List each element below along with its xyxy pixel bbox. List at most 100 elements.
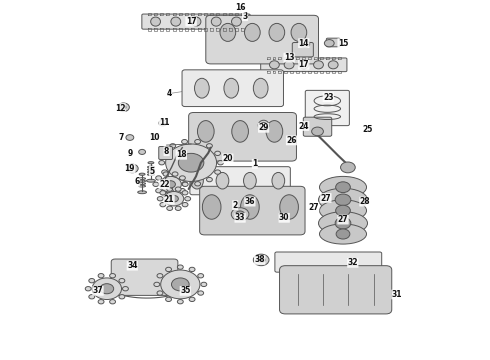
Circle shape [163, 193, 169, 197]
Circle shape [179, 189, 185, 193]
Text: 6: 6 [135, 177, 140, 186]
Circle shape [324, 40, 334, 47]
Ellipse shape [220, 23, 236, 41]
Ellipse shape [216, 172, 229, 189]
Text: 14: 14 [298, 39, 309, 48]
Circle shape [253, 254, 269, 266]
Circle shape [189, 297, 195, 302]
Circle shape [167, 187, 172, 191]
Text: 17: 17 [186, 17, 196, 26]
Ellipse shape [269, 23, 285, 41]
Circle shape [215, 170, 220, 174]
Circle shape [170, 195, 178, 202]
Circle shape [206, 177, 212, 182]
Text: 35: 35 [180, 287, 191, 295]
FancyBboxPatch shape [189, 112, 296, 161]
Circle shape [341, 162, 355, 173]
Circle shape [156, 189, 162, 193]
Ellipse shape [266, 121, 283, 142]
Circle shape [206, 144, 212, 148]
Text: 32: 32 [347, 258, 358, 267]
FancyBboxPatch shape [261, 58, 347, 72]
Circle shape [170, 177, 176, 182]
Circle shape [98, 300, 104, 304]
Text: 10: 10 [149, 133, 160, 142]
Text: 18: 18 [176, 150, 187, 159]
Ellipse shape [171, 17, 181, 26]
Text: 15: 15 [338, 39, 348, 48]
Text: 27: 27 [320, 194, 331, 202]
Circle shape [161, 270, 200, 299]
Ellipse shape [270, 61, 279, 69]
Ellipse shape [147, 179, 155, 182]
Circle shape [172, 193, 178, 197]
Ellipse shape [319, 200, 367, 221]
Text: 11: 11 [159, 118, 170, 127]
Circle shape [175, 206, 181, 211]
Circle shape [160, 191, 166, 195]
Circle shape [159, 120, 167, 126]
Circle shape [335, 217, 351, 229]
Ellipse shape [224, 78, 239, 98]
FancyBboxPatch shape [275, 252, 382, 272]
Circle shape [122, 287, 128, 291]
Circle shape [162, 170, 168, 174]
Ellipse shape [195, 78, 209, 98]
Circle shape [257, 257, 265, 263]
Text: 16: 16 [235, 4, 245, 13]
Circle shape [160, 176, 181, 192]
Circle shape [201, 282, 207, 287]
Text: 1: 1 [252, 159, 257, 168]
Ellipse shape [232, 17, 242, 26]
Ellipse shape [191, 17, 201, 26]
Circle shape [336, 229, 350, 239]
Circle shape [100, 284, 114, 294]
Circle shape [119, 279, 125, 283]
Circle shape [195, 140, 200, 144]
Circle shape [89, 279, 95, 283]
Text: 3: 3 [243, 12, 247, 21]
Text: 21: 21 [164, 195, 174, 204]
FancyBboxPatch shape [206, 15, 318, 64]
Ellipse shape [151, 17, 161, 26]
Circle shape [166, 144, 217, 181]
FancyBboxPatch shape [305, 90, 349, 126]
Circle shape [189, 267, 195, 271]
Circle shape [126, 164, 138, 173]
FancyBboxPatch shape [200, 186, 305, 235]
Circle shape [198, 291, 204, 295]
Text: 7: 7 [119, 133, 124, 142]
Ellipse shape [191, 172, 203, 189]
Circle shape [215, 151, 220, 156]
Circle shape [156, 176, 162, 180]
Ellipse shape [272, 172, 285, 189]
Circle shape [178, 153, 204, 172]
Ellipse shape [148, 162, 154, 164]
Ellipse shape [232, 121, 248, 142]
Ellipse shape [284, 61, 294, 69]
Text: 9: 9 [127, 149, 132, 158]
Ellipse shape [245, 23, 260, 41]
Text: 4: 4 [167, 89, 172, 98]
Text: 8: 8 [164, 147, 169, 156]
Text: 36: 36 [245, 197, 255, 206]
Circle shape [121, 105, 126, 109]
Ellipse shape [211, 17, 221, 26]
Circle shape [182, 191, 188, 195]
Ellipse shape [244, 172, 256, 189]
Ellipse shape [318, 212, 368, 235]
Text: 13: 13 [284, 53, 294, 62]
Circle shape [185, 197, 191, 201]
Circle shape [182, 140, 188, 144]
Circle shape [182, 202, 188, 207]
Circle shape [157, 274, 163, 278]
Circle shape [182, 182, 188, 186]
Circle shape [110, 274, 116, 278]
Text: 5: 5 [149, 166, 154, 176]
Circle shape [154, 282, 160, 287]
Text: 30: 30 [279, 213, 290, 222]
Circle shape [336, 205, 350, 216]
Ellipse shape [319, 224, 367, 244]
Text: 29: 29 [258, 123, 269, 132]
Ellipse shape [318, 188, 368, 211]
